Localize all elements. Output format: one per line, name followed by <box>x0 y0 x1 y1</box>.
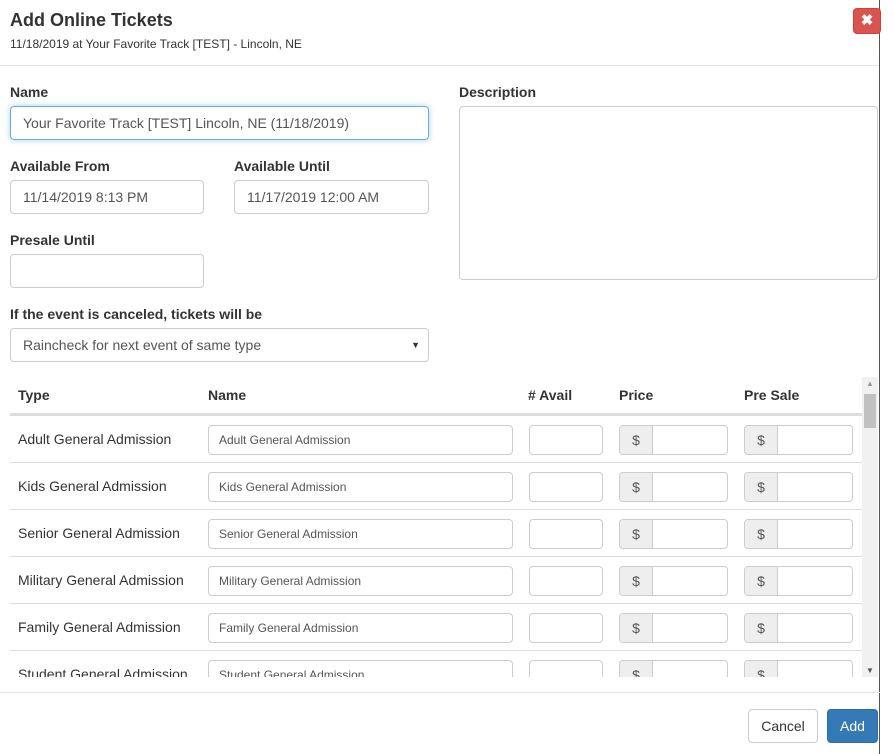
cancel-policy-label: If the event is canceled, tickets will b… <box>10 306 263 322</box>
available-from-label: Available From <box>10 158 110 174</box>
presale-price-input[interactable]: $ <box>744 660 853 677</box>
dollar-addon: $ <box>745 473 778 501</box>
presale-price-input[interactable]: $ <box>744 519 853 549</box>
dollar-addon: $ <box>620 473 653 501</box>
ticket-type: Family General Admission <box>18 619 181 635</box>
header-presale: Pre Sale <box>744 387 800 403</box>
description-label: Description <box>459 84 537 100</box>
name-input[interactable]: Your Favorite Track [TEST] Lincoln, NE (… <box>10 106 429 140</box>
scroll-down-icon[interactable]: ▼ <box>866 666 874 675</box>
header-price: Price <box>619 387 654 403</box>
header-avail: # Avail <box>528 387 573 403</box>
presale-until-label: Presale Until <box>10 232 95 248</box>
ticket-name-input[interactable]: Kids General Admission <box>208 472 513 502</box>
presale-price-input[interactable]: $ <box>744 472 853 502</box>
presale-price-input[interactable]: $ <box>744 566 853 596</box>
name-label: Name <box>10 84 49 100</box>
modal-header: Add Online Tickets 11/18/2019 at Your Fa… <box>0 0 879 66</box>
dollar-addon: $ <box>745 567 778 595</box>
dollar-addon: $ <box>620 614 653 642</box>
available-from-input[interactable]: 11/14/2019 8:13 PM <box>10 180 204 214</box>
description-textarea[interactable] <box>459 106 878 280</box>
available-until-input[interactable]: 11/17/2019 12:00 AM <box>234 180 429 214</box>
ticket-type: Student General Admission <box>18 666 188 677</box>
ticket-name-input[interactable]: Family General Admission <box>208 613 513 643</box>
avail-input[interactable] <box>529 660 603 677</box>
dollar-addon: $ <box>620 661 653 677</box>
modal-title: Add Online Tickets <box>10 10 173 30</box>
price-input[interactable]: $ <box>619 519 728 549</box>
close-icon: ✖ <box>860 12 874 29</box>
avail-input[interactable] <box>529 519 603 549</box>
table-row: Adult General Admission Adult General Ad… <box>10 415 862 462</box>
add-button[interactable]: Add <box>827 709 878 743</box>
scrollbar-thumb[interactable] <box>864 394 876 428</box>
ticket-type: Senior General Admission <box>18 525 180 541</box>
dropdown-arrow-icon: ▼ <box>411 340 420 350</box>
dollar-addon: $ <box>620 567 653 595</box>
ticket-type: Kids General Admission <box>18 478 167 494</box>
avail-input[interactable] <box>529 613 603 643</box>
price-input[interactable]: $ <box>619 566 728 596</box>
dollar-addon: $ <box>620 520 653 548</box>
ticket-type: Military General Admission <box>18 572 184 588</box>
cancel-policy-select[interactable]: Raincheck for next event of same type ▼ <box>10 328 429 362</box>
available-until-label: Available Until <box>234 158 330 174</box>
price-input[interactable]: $ <box>619 425 728 455</box>
table-row: Kids General Admission Kids General Admi… <box>10 462 862 509</box>
presale-until-input[interactable] <box>10 254 204 288</box>
presale-price-input[interactable]: $ <box>744 613 853 643</box>
ticket-name-input[interactable]: Military General Admission <box>208 566 513 596</box>
price-input[interactable]: $ <box>619 613 728 643</box>
dollar-addon: $ <box>745 614 778 642</box>
dollar-addon: $ <box>745 661 778 677</box>
scroll-up-icon[interactable]: ▲ <box>866 379 874 388</box>
ticket-name-input[interactable]: Student General Admission <box>208 660 513 677</box>
cancel-policy-value: Raincheck for next event of same type <box>23 337 262 353</box>
ticket-types-table: Type Name # Avail Price Pre Sale Adult G… <box>10 377 878 677</box>
presale-price-input[interactable]: $ <box>744 425 853 455</box>
price-input[interactable]: $ <box>619 660 728 677</box>
header-name: Name <box>208 387 247 403</box>
ticket-name-input[interactable]: Senior General Admission <box>208 519 513 549</box>
dollar-addon: $ <box>745 426 778 454</box>
avail-input[interactable] <box>529 425 603 455</box>
cancel-button[interactable]: Cancel <box>748 709 818 743</box>
modal-footer: Cancel Add <box>0 692 880 754</box>
price-input[interactable]: $ <box>619 472 728 502</box>
close-button[interactable]: ✖ <box>853 8 881 34</box>
header-divider <box>10 413 862 415</box>
ticket-name-input[interactable]: Adult General Admission <box>208 425 513 455</box>
modal-subtitle: 11/18/2019 at Your Favorite Track [TEST]… <box>10 37 302 51</box>
table-scrollbar[interactable]: ▲ ▼ <box>862 377 878 677</box>
header-type: Type <box>18 387 50 403</box>
avail-input[interactable] <box>529 566 603 596</box>
table-row: Student General Admission Student Genera… <box>10 650 862 677</box>
dollar-addon: $ <box>620 426 653 454</box>
dollar-addon: $ <box>745 520 778 548</box>
ticket-type: Adult General Admission <box>18 431 172 447</box>
table-row: Military General Admission Military Gene… <box>10 556 862 603</box>
table-row: Family General Admission Family General … <box>10 603 862 650</box>
table-row: Senior General Admission Senior General … <box>10 509 862 556</box>
avail-input[interactable] <box>529 472 603 502</box>
